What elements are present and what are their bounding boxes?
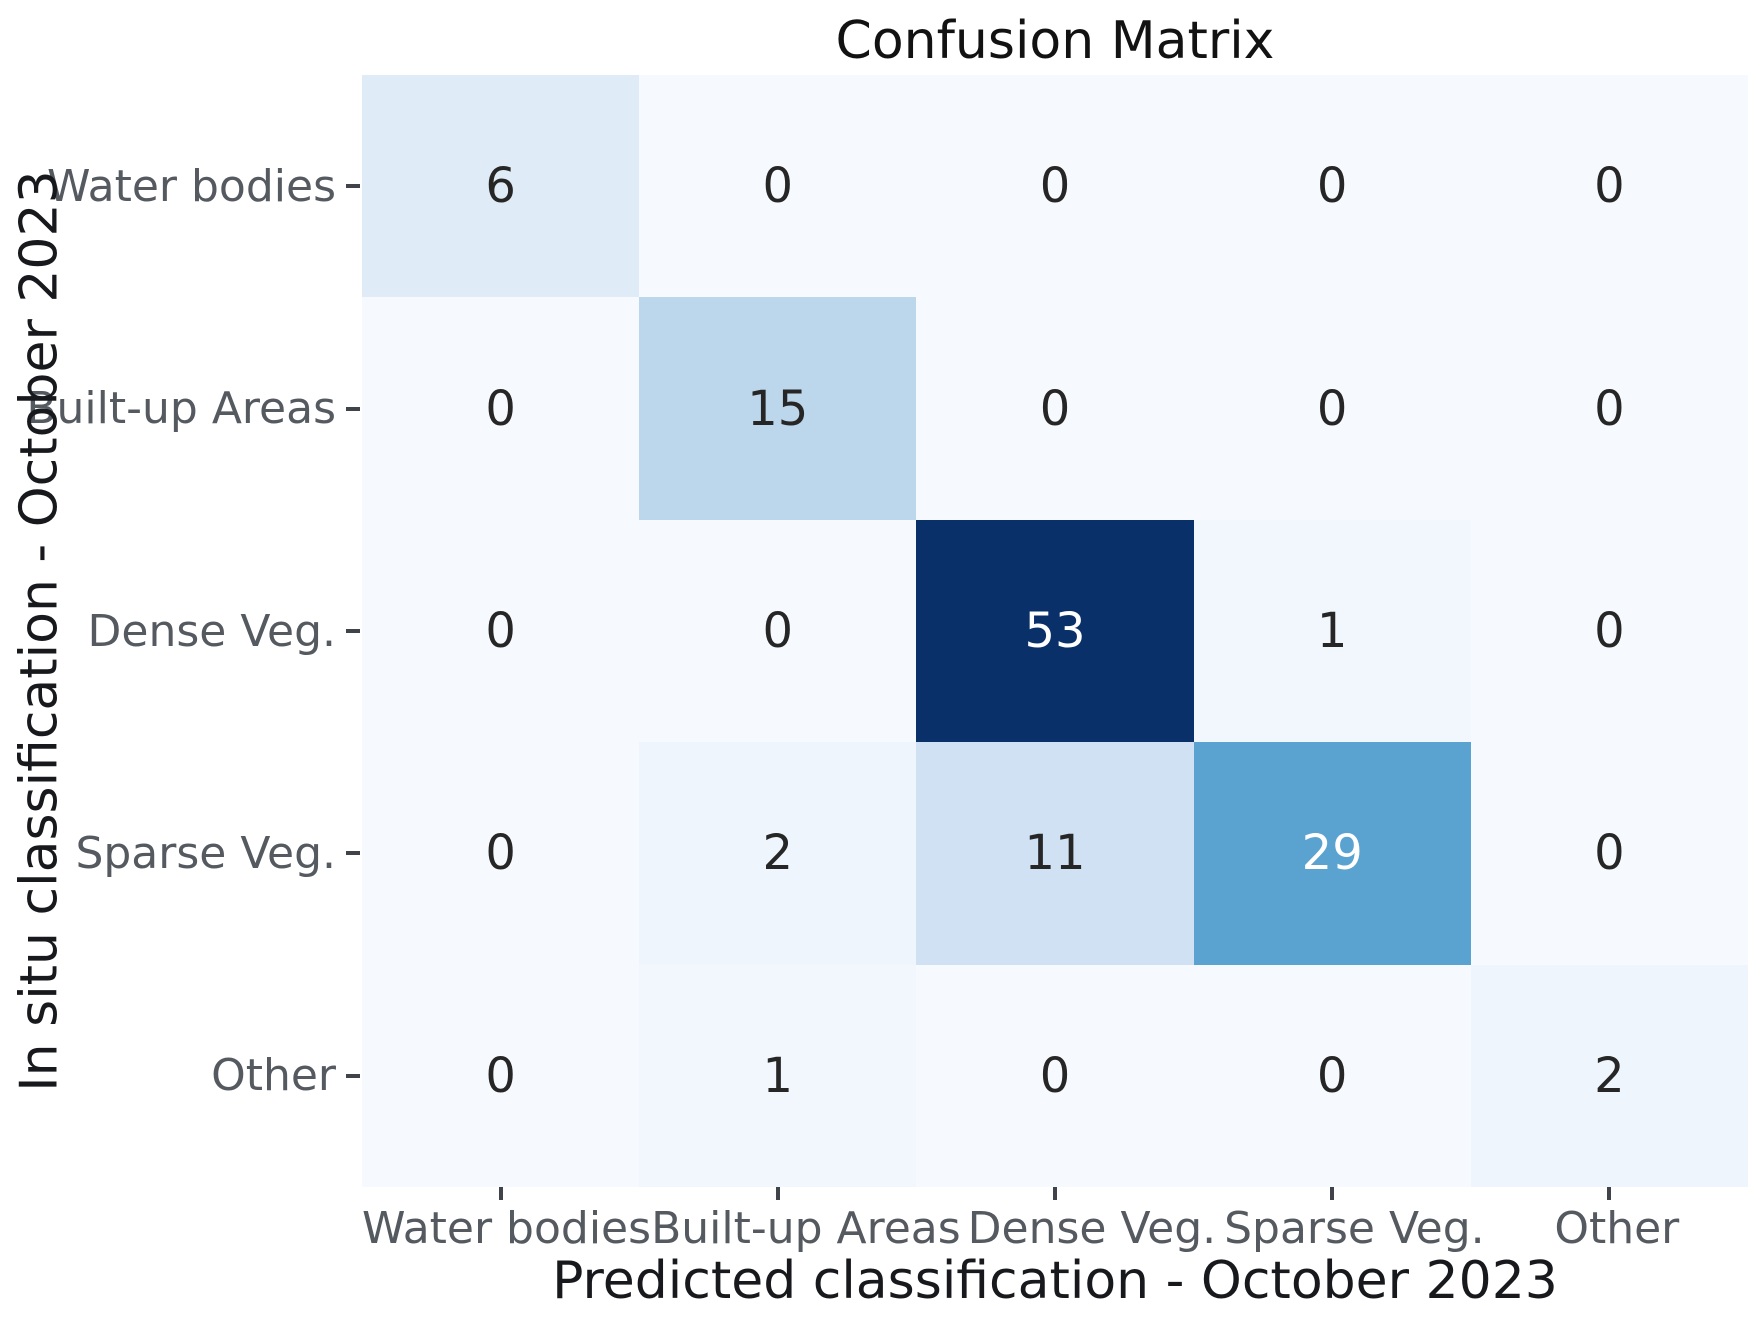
y-tick-slot: [346, 742, 362, 964]
cell-value: 0: [762, 158, 794, 215]
cell-value: 0: [485, 1047, 516, 1104]
heatmap-cell-water-bodies-dense-veg-: 0: [916, 75, 1194, 298]
x-tick-slot: [916, 1187, 1193, 1201]
heatmap-cell-other-built-up-areas: 1: [639, 964, 917, 1187]
x-tick-label: Water bodies: [362, 1202, 652, 1254]
cell-value: 0: [1594, 380, 1625, 437]
y-tick-mark: [346, 406, 360, 411]
y-tick-mark: [346, 1073, 360, 1078]
cell-value: 0: [1316, 158, 1348, 215]
heatmap-cell-built-up-areas-dense-veg-: 0: [916, 297, 1194, 520]
x-tick-mark: [1053, 1187, 1057, 1200]
x-tick-mark: [498, 1187, 503, 1200]
x-axis-label: Predicted classification - October 2023: [552, 1251, 1558, 1311]
x-tick-labels: Water bodies Built-up Areas Dense Veg. Spar…: [362, 1200, 1748, 1256]
heatmap-cell-other-other: 2: [1470, 964, 1748, 1187]
cell-value: 0: [1316, 1047, 1348, 1104]
cell-value: 0: [762, 602, 794, 659]
y-tick-labels: Water bodies Built-up Areas Dense Veg. Spar…: [0, 75, 336, 1187]
x-tick-slot: [1471, 1187, 1748, 1201]
cell-value: 0: [1594, 825, 1625, 882]
x-tick-marks: [362, 1187, 1748, 1201]
x-tick-mark: [775, 1187, 780, 1200]
cell-value: 0: [1039, 158, 1071, 215]
heatmap-cell-sparse-veg--sparse-veg-: 29: [1193, 742, 1471, 965]
cell-value: 0: [1316, 380, 1348, 437]
cell-value: 1: [762, 1047, 794, 1104]
x-tick-mark: [1607, 1187, 1612, 1200]
heatmap-cell-other-sparse-veg-: 0: [1193, 964, 1471, 1187]
cell-value: 2: [1594, 1047, 1625, 1104]
heatmap-cell-built-up-areas-other: 0: [1470, 297, 1748, 520]
y-tick-slot: [346, 297, 362, 519]
cell-value: 53: [1024, 602, 1086, 659]
heatmap-grid: 6 0 0 0 0 0 15 0 0 0 0 0 53 1 0 0 2 11 29 0 0 1 0 0 2: [362, 75, 1748, 1187]
heatmap-cell-other-water-bodies: 0: [362, 964, 640, 1187]
heatmap-cell-dense-veg--water-bodies: 0: [362, 519, 640, 743]
x-tick-slot: [1194, 1187, 1471, 1201]
y-tick-mark: [346, 851, 360, 856]
heatmap-cell-dense-veg--sparse-veg-: 1: [1193, 519, 1471, 743]
y-tick-label: Built-up Areas: [26, 383, 336, 435]
heatmap-cell-dense-veg--built-up-areas: 0: [639, 519, 917, 743]
heatmap-cell-dense-veg--other: 0: [1470, 519, 1748, 743]
x-tick-slot: [639, 1187, 916, 1201]
cell-value: 0: [1039, 1047, 1071, 1104]
y-tick-slot: [346, 520, 362, 742]
heatmap-cell-water-bodies-sparse-veg-: 0: [1193, 75, 1471, 298]
x-tick-slot: [362, 1187, 639, 1201]
cell-value: 0: [1594, 602, 1625, 659]
y-tick-label: Water bodies: [46, 160, 336, 212]
cell-value: 15: [747, 380, 809, 437]
cell-value: 29: [1301, 825, 1363, 882]
chart-title: Confusion Matrix: [835, 11, 1275, 71]
heatmap-cell-sparse-veg--built-up-areas: 2: [639, 742, 917, 965]
y-tick-marks: [346, 75, 362, 1187]
cell-value: 2: [762, 825, 794, 882]
heatmap-cell-other-dense-veg-: 0: [916, 964, 1194, 1187]
x-tick-label: Other: [1554, 1202, 1680, 1254]
cell-value: 0: [485, 602, 516, 659]
heatmap-cell-water-bodies-water-bodies: 6: [362, 75, 640, 298]
cell-value: 0: [1039, 380, 1071, 437]
heatmap-cell-sparse-veg--other: 0: [1470, 742, 1748, 965]
heatmap-cell-water-bodies-other: 0: [1470, 75, 1748, 298]
y-tick-label: Other: [211, 1050, 336, 1102]
y-tick-label: Dense Veg.: [87, 605, 337, 657]
cell-value: 1: [1316, 602, 1348, 659]
heatmap-cell-built-up-areas-sparse-veg-: 0: [1193, 297, 1471, 520]
cell-value: 0: [485, 380, 516, 437]
y-tick-slot: [346, 75, 362, 297]
x-tick-label: Sparse Veg.: [1224, 1202, 1485, 1254]
heatmap-cell-built-up-areas-built-up-areas: 15: [639, 297, 917, 520]
x-tick-label: Dense Veg.: [967, 1202, 1217, 1254]
y-tick-label: Sparse Veg.: [75, 827, 336, 879]
x-tick-label: Built-up Areas: [651, 1202, 961, 1254]
y-tick-mark: [346, 184, 360, 189]
heatmap-cell-built-up-areas-water-bodies: 0: [362, 297, 640, 520]
heatmap-cell-sparse-veg--dense-veg-: 11: [916, 742, 1194, 965]
cell-value: 11: [1024, 825, 1086, 882]
cell-value: 6: [485, 158, 516, 215]
heatmap-cell-dense-veg--dense-veg-: 53: [916, 519, 1194, 743]
heatmap-cell-water-bodies-built-up-areas: 0: [639, 75, 917, 298]
y-axis-label: In situ classification - October 2023: [10, 170, 70, 1092]
y-tick-mark: [346, 629, 360, 634]
cell-value: 0: [485, 825, 516, 882]
y-tick-slot: [346, 965, 362, 1187]
heatmap-cell-sparse-veg--water-bodies: 0: [362, 742, 640, 965]
cell-value: 0: [1594, 158, 1625, 215]
x-tick-mark: [1330, 1187, 1335, 1200]
